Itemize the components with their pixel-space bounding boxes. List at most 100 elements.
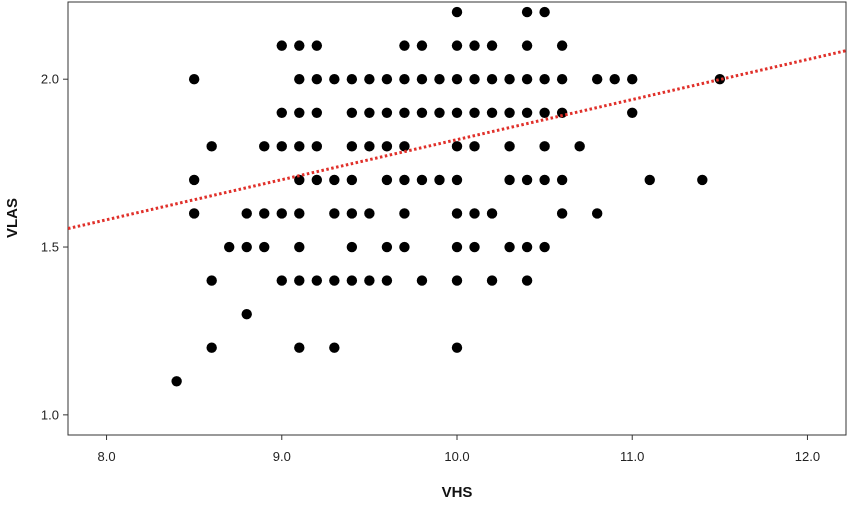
data-point [522, 74, 532, 84]
data-point [539, 108, 549, 118]
data-point [417, 108, 427, 118]
x-tick-label: 11.0 [620, 449, 644, 464]
data-point [294, 74, 304, 84]
data-point [557, 208, 567, 218]
data-point [364, 108, 374, 118]
data-point [294, 108, 304, 118]
data-point [469, 40, 479, 50]
data-point [452, 108, 462, 118]
data-point [592, 208, 602, 218]
data-point [452, 74, 462, 84]
data-point [487, 108, 497, 118]
data-point [399, 242, 409, 252]
data-point [347, 275, 357, 285]
data-point [382, 74, 392, 84]
data-point [399, 175, 409, 185]
data-point [522, 108, 532, 118]
data-point [329, 343, 339, 353]
data-point [592, 74, 602, 84]
data-point [277, 208, 287, 218]
data-point [294, 40, 304, 50]
data-point [347, 108, 357, 118]
data-point [294, 242, 304, 252]
data-point [382, 275, 392, 285]
x-tick-label: 8.0 [98, 449, 116, 464]
data-point [347, 74, 357, 84]
data-point [329, 74, 339, 84]
data-point [627, 74, 637, 84]
data-point [171, 376, 181, 386]
data-point [189, 208, 199, 218]
data-point [522, 40, 532, 50]
data-point [417, 40, 427, 50]
data-point [487, 208, 497, 218]
data-point [242, 242, 252, 252]
data-point [627, 108, 637, 118]
data-point [452, 141, 462, 151]
data-point [312, 108, 322, 118]
data-point [452, 343, 462, 353]
data-point [504, 175, 514, 185]
data-point [259, 242, 269, 252]
data-point [277, 108, 287, 118]
data-point [452, 7, 462, 17]
data-point [452, 175, 462, 185]
data-point [452, 208, 462, 218]
data-point [382, 108, 392, 118]
data-point [347, 208, 357, 218]
data-point [434, 108, 444, 118]
data-point [557, 74, 567, 84]
data-point [347, 242, 357, 252]
data-point [557, 40, 567, 50]
data-point [382, 141, 392, 151]
data-point [399, 40, 409, 50]
data-point [294, 208, 304, 218]
data-point [504, 242, 514, 252]
data-point [329, 175, 339, 185]
data-point [189, 175, 199, 185]
y-tick-label: 1.0 [41, 407, 59, 422]
data-point [242, 309, 252, 319]
data-point [224, 242, 234, 252]
data-point [487, 40, 497, 50]
data-point [206, 343, 216, 353]
data-point [469, 108, 479, 118]
data-point [259, 141, 269, 151]
x-tick-label: 9.0 [273, 449, 291, 464]
data-point [312, 40, 322, 50]
data-points [171, 7, 725, 387]
data-point [399, 208, 409, 218]
data-point [277, 275, 287, 285]
data-point [347, 141, 357, 151]
data-point [504, 74, 514, 84]
data-point [452, 275, 462, 285]
data-point [539, 141, 549, 151]
data-point [504, 108, 514, 118]
x-tick-label: 10.0 [444, 449, 469, 464]
data-point [645, 175, 655, 185]
data-point [329, 275, 339, 285]
data-point [312, 175, 322, 185]
data-point [382, 242, 392, 252]
y-tick-label: 1.5 [41, 240, 59, 255]
data-point [189, 74, 199, 84]
data-point [522, 242, 532, 252]
data-point [539, 74, 549, 84]
data-point [522, 7, 532, 17]
data-point [610, 74, 620, 84]
data-point [329, 208, 339, 218]
y-axis: 1.0 1.5 2.0 [41, 72, 68, 423]
data-point [522, 275, 532, 285]
data-point [364, 275, 374, 285]
data-point [347, 175, 357, 185]
data-point [364, 74, 374, 84]
data-point [434, 175, 444, 185]
data-point [469, 242, 479, 252]
data-point [452, 40, 462, 50]
x-axis: 8.0 9.0 10.0 11.0 12.0 [98, 435, 821, 464]
y-tick-label: 2.0 [41, 72, 59, 87]
data-point [312, 141, 322, 151]
x-axis-title: VHS [442, 484, 473, 501]
data-point [259, 208, 269, 218]
